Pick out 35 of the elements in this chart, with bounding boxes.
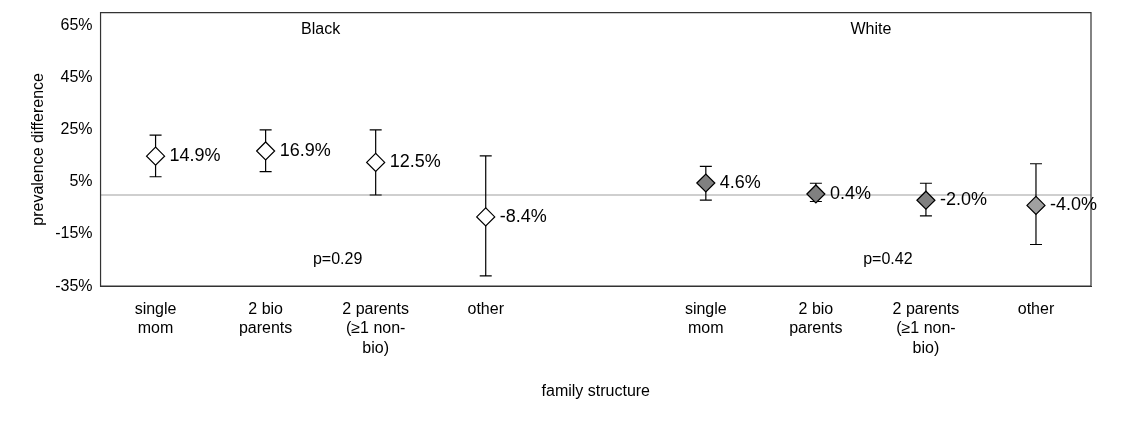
- y-axis-title: prevalence difference: [29, 72, 47, 226]
- x-tick-label: other: [467, 300, 505, 318]
- point: [696, 173, 716, 193]
- point: [1026, 195, 1046, 216]
- point: [145, 146, 166, 166]
- data-label: 12.5%: [389, 151, 441, 172]
- annotation: p=0.42: [863, 249, 913, 267]
- data-label: 14.9%: [169, 145, 221, 166]
- x-tick-label: 2 bio parents: [789, 300, 843, 337]
- data-label: 16.9%: [279, 139, 331, 160]
- annotation: p=0.29: [312, 249, 363, 267]
- data-label: 4.6%: [719, 171, 761, 192]
- x-tick-label: single mom: [134, 300, 177, 337]
- annotation: Black: [301, 20, 342, 38]
- y-tick-label: 5%: [69, 172, 93, 190]
- x-tick-label: 2 bio parents: [238, 300, 293, 337]
- x-axis-title: family structure: [541, 381, 651, 399]
- point: [256, 141, 276, 161]
- annotation: White: [850, 20, 892, 38]
- x-tick-label: 2 parents (≥1 non-bio): [342, 300, 410, 356]
- x-tick-label: single mom: [684, 300, 727, 337]
- y-tick-label: -35%: [55, 276, 93, 294]
- point: [366, 152, 386, 173]
- point: [916, 190, 936, 210]
- data-label: -2.0%: [939, 189, 987, 210]
- y-tick-label: -15%: [55, 224, 93, 242]
- y-tick-label: 25%: [60, 120, 93, 138]
- y-tick-label: 65%: [60, 16, 93, 34]
- data-label: -4.0%: [1049, 194, 1098, 215]
- data-label: -8.4%: [499, 205, 547, 226]
- x-tick-label: 2 parents (≥1 non-bio): [892, 300, 960, 356]
- data-label: 0.4%: [829, 182, 871, 203]
- point: [476, 207, 496, 227]
- y-tick-label: 45%: [60, 68, 93, 86]
- x-tick-label: other: [1017, 300, 1055, 318]
